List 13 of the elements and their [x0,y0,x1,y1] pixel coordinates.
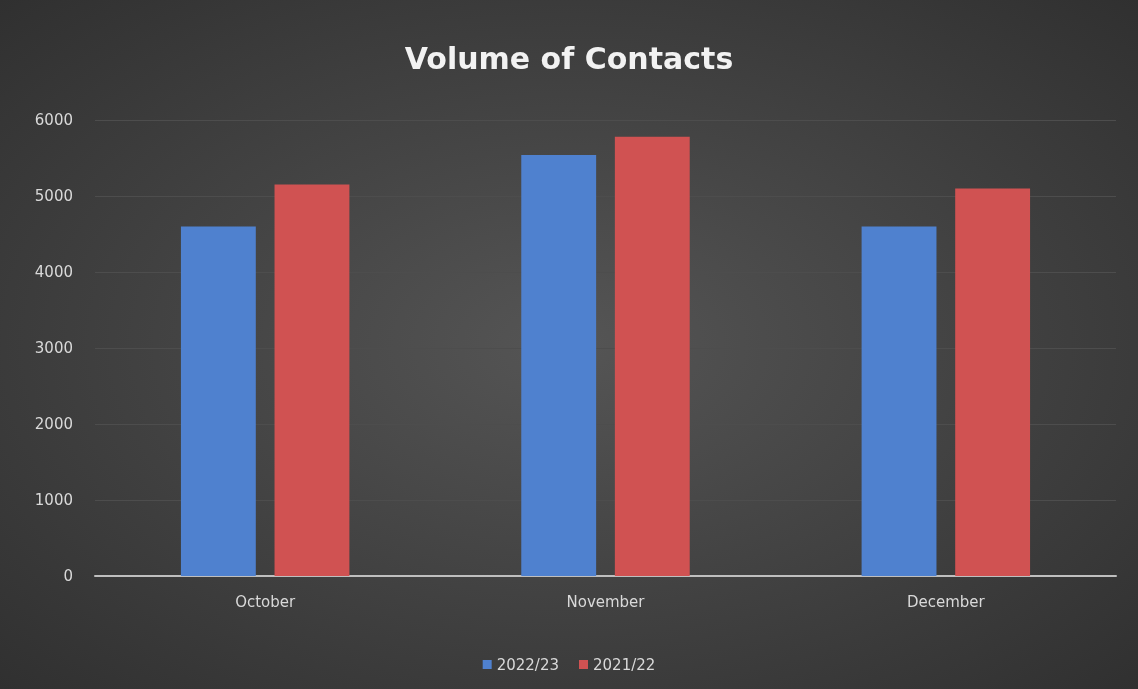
x-tick-label: November [566,592,646,611]
y-tick-label: 5000 [34,187,73,205]
y-tick-label: 2000 [34,415,73,433]
legend-label: 2022/23 [496,655,560,674]
y-tick-label: 3000 [34,339,73,357]
y-tick-label: 6000 [34,111,73,129]
y-tick-label: 1000 [34,491,73,509]
legend-label: 2021/22 [593,655,656,674]
y-tick-label: 4000 [34,263,73,281]
y-tick-label: 0 [63,567,73,585]
x-tick-label: October [235,592,297,611]
chart-title: Volume of Contacts [404,40,734,76]
x-tick-label: December [906,592,986,611]
